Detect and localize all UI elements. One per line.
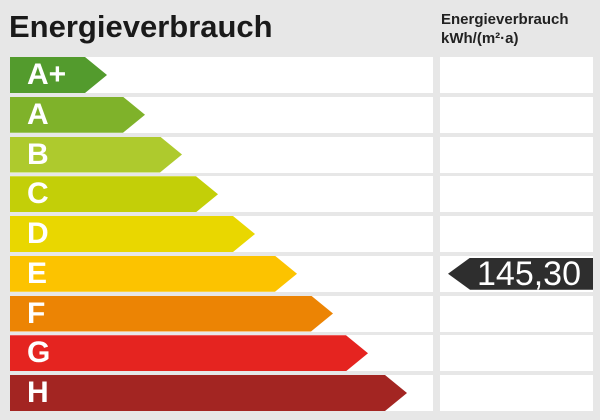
- value-cell: [440, 295, 593, 332]
- rating-arrow-c: C: [10, 176, 218, 212]
- rating-row-c: C: [0, 176, 593, 213]
- value-cell: [440, 96, 593, 133]
- value-cell: [440, 216, 593, 252]
- value-cell: [440, 176, 593, 213]
- rating-row-a: A: [0, 96, 593, 133]
- page-title: Energieverbrauch: [9, 9, 273, 44]
- rating-track: B: [10, 136, 433, 173]
- rating-row-g: G: [0, 335, 593, 372]
- rating-letter: E: [27, 256, 48, 290]
- rating-row-a-plus: A+: [0, 57, 593, 93]
- rating-track: G: [10, 335, 433, 372]
- rating-letter: A: [27, 97, 49, 131]
- rating-track: D: [10, 216, 433, 252]
- rating-arrow-e: E: [10, 256, 297, 292]
- consumption-value-arrow: 145,30: [448, 254, 593, 293]
- value-cell: [440, 57, 593, 93]
- rating-arrow-d: D: [10, 216, 255, 252]
- rating-letter: G: [27, 336, 51, 370]
- rating-track: E: [10, 255, 433, 292]
- rating-arrow-a: A: [10, 97, 145, 133]
- rating-letter: H: [27, 376, 49, 409]
- unit-header-line1: Energieverbrauch: [441, 11, 569, 28]
- value-cell: 145,30: [440, 254, 593, 293]
- unit-header: Energieverbrauch kWh/(m²·a): [441, 10, 569, 48]
- rating-row-h: H: [0, 375, 593, 411]
- rating-track: F: [10, 295, 433, 332]
- rating-letter: B: [27, 137, 49, 171]
- rating-row-e: E 145,30: [0, 254, 593, 293]
- rating-row-b: B: [0, 136, 593, 173]
- rating-arrow-a-plus: A+: [10, 57, 107, 93]
- rating-arrow-h: H: [10, 375, 407, 411]
- value-cell: [440, 136, 593, 173]
- rating-row-d: D: [0, 216, 593, 252]
- rating-arrow-g: G: [10, 335, 368, 371]
- value-cell: [440, 375, 593, 411]
- rating-letter: A+: [27, 58, 67, 91]
- rating-track: A: [10, 96, 433, 133]
- rating-row-f: F: [0, 295, 593, 332]
- rating-arrow-f: F: [10, 296, 333, 332]
- consumption-value: 145,30: [477, 254, 581, 293]
- unit-header-line2: kWh/(m²·a): [441, 30, 519, 47]
- rating-track: A+: [10, 57, 433, 93]
- rating-arrow-b: B: [10, 137, 182, 173]
- rating-track: H: [10, 375, 433, 411]
- value-cell: [440, 335, 593, 372]
- rating-letter: C: [27, 177, 49, 211]
- rating-track: C: [10, 176, 433, 213]
- rating-letter: F: [27, 296, 46, 330]
- rating-scale: A+ A B C: [0, 57, 593, 415]
- rating-letter: D: [27, 217, 49, 250]
